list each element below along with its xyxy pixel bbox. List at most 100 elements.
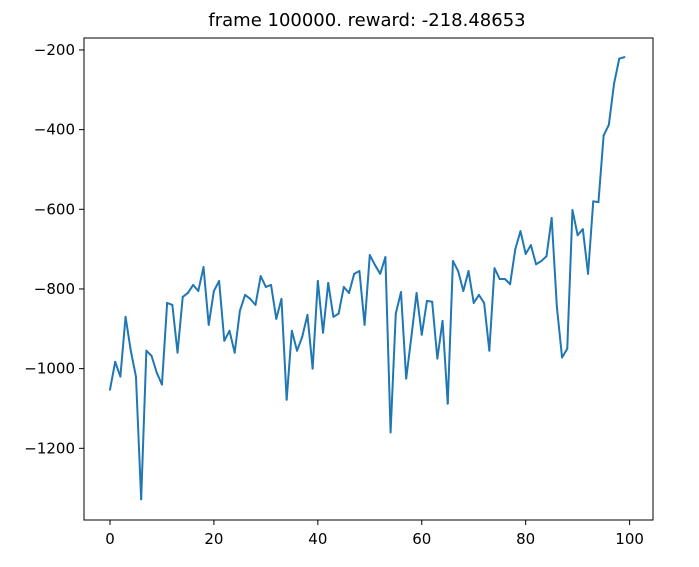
line-segment <box>374 264 382 275</box>
line-segment <box>171 303 179 354</box>
line-segment <box>519 230 527 255</box>
line-segment <box>275 297 283 320</box>
line-segment <box>550 217 558 308</box>
line-segment <box>571 209 579 237</box>
line-segment <box>545 217 553 258</box>
line-segment <box>457 270 465 292</box>
chart-title: frame 100000. reward: -218.48653 <box>208 10 525 31</box>
line-segment <box>124 315 132 352</box>
line-segment <box>405 335 413 380</box>
line-segment <box>555 305 564 359</box>
line-segment <box>285 329 293 401</box>
line-segment <box>441 319 449 405</box>
line-segment <box>160 301 169 386</box>
line-segment <box>181 291 189 298</box>
line-segment <box>607 82 616 126</box>
line-segment <box>431 300 439 360</box>
x-tick-label: 60 <box>412 530 431 548</box>
line-segment <box>192 283 200 292</box>
line-segment <box>477 293 486 304</box>
x-tick-label: 0 <box>105 530 115 548</box>
line-segment <box>244 293 252 300</box>
line-segment <box>129 349 137 378</box>
line-segment <box>114 360 122 378</box>
line-segment <box>270 283 278 320</box>
y-tick-label: −1000 <box>24 360 75 378</box>
line-segment <box>348 272 356 294</box>
y-tick-label: −200 <box>34 41 75 59</box>
line-segment <box>493 267 501 280</box>
line-segment <box>613 57 621 85</box>
line-segment <box>587 200 595 275</box>
line-segment <box>228 329 236 354</box>
line-segment <box>322 281 330 334</box>
x-tick-label: 80 <box>516 530 535 548</box>
line-segment <box>327 281 335 318</box>
line-segment <box>483 301 491 352</box>
line-segment <box>363 254 371 326</box>
x-tick-label: 20 <box>204 530 223 548</box>
axes-frame <box>83 37 654 521</box>
line-segment <box>420 299 428 336</box>
y-tick-label: −800 <box>34 280 75 298</box>
line-segment <box>207 289 215 326</box>
line-segment <box>488 267 496 352</box>
line-segment <box>186 283 195 294</box>
line-segment <box>394 291 402 315</box>
line-segment <box>176 295 184 354</box>
line-segment <box>561 347 569 359</box>
line-segment <box>399 291 408 380</box>
line-segment <box>337 285 345 315</box>
line-segment <box>618 56 626 60</box>
line-segment <box>301 313 309 338</box>
y-tick-label: −400 <box>34 121 75 139</box>
line-segment <box>233 309 241 354</box>
line-segment <box>540 255 548 263</box>
line-segment <box>581 228 590 275</box>
line-segment <box>566 209 574 350</box>
line-segment <box>306 313 314 370</box>
line-segment <box>597 134 605 204</box>
line-segment <box>467 270 475 304</box>
line-segment <box>197 266 205 292</box>
line-segment <box>342 285 351 294</box>
y-tick-label: −600 <box>34 200 75 218</box>
line-segment <box>535 260 543 266</box>
line-segment <box>223 329 231 342</box>
line-segment <box>119 315 127 378</box>
plot-area: 0 20 40 60 80 100 −1200 −1000 −800 −600 −400 −200 <box>24 37 654 548</box>
line-segment <box>108 360 117 391</box>
line-segment <box>602 123 610 137</box>
line-segment <box>202 266 210 326</box>
line-segment <box>254 275 262 306</box>
line-segment <box>212 279 221 292</box>
y-tick-label: −1200 <box>24 439 75 457</box>
line-segment <box>462 270 470 292</box>
line-segment <box>296 335 304 352</box>
x-tick-label: 40 <box>308 530 327 548</box>
line-segment <box>145 349 153 357</box>
line-segment <box>218 279 226 342</box>
line-segment <box>514 230 522 251</box>
line-segment <box>316 279 325 334</box>
line-segment <box>134 375 143 501</box>
line-segment <box>358 270 366 326</box>
x-tick-label: 100 <box>615 530 644 548</box>
line-segment <box>446 260 454 405</box>
line-segment <box>259 275 267 288</box>
line-segment <box>509 248 517 286</box>
line-segment <box>384 256 392 434</box>
line-segment <box>311 279 319 370</box>
line-segment <box>529 244 538 266</box>
line-segment <box>368 254 376 267</box>
line-segment <box>280 297 288 401</box>
line-segment <box>290 329 299 352</box>
line-segment <box>415 291 423 336</box>
line-segment <box>472 293 480 304</box>
line-segment <box>451 260 460 273</box>
line-segment <box>524 244 532 255</box>
line-segment <box>249 297 257 306</box>
line-segment <box>238 293 247 312</box>
line-segment <box>150 354 158 374</box>
